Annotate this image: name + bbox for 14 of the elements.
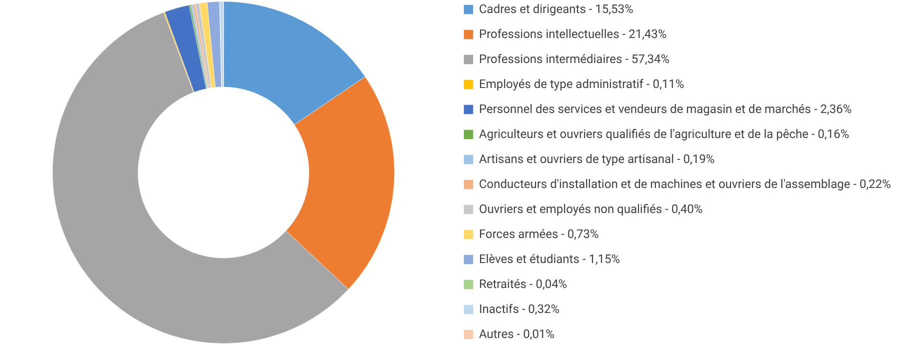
legend-label: Retraités - 0,04% — [479, 277, 568, 291]
legend-label: Professions intellectuelles - 21,43% — [479, 27, 667, 41]
legend-label: Forces armées - 0,73% — [479, 227, 599, 241]
legend-label: Artisans et ouvriers de type artisanal - 0,19% — [479, 152, 715, 166]
legend-label: Ouvriers et employés non qualifiés - 0,40% — [479, 202, 703, 216]
legend-label: Professions intermédiaires - 57,34% — [479, 52, 670, 66]
legend-label: Conducteurs d'installation et de machines et ouvriers de l'assemblage - 0,22% — [479, 177, 891, 191]
legend-label: Inactifs - 0,32% — [479, 302, 560, 316]
legend-label: Employés de type administratif - 0,11% — [479, 77, 684, 91]
legend-label: Elèves et étudiants - 1,15% — [479, 252, 620, 266]
legend-label: Autres - 0,01% — [479, 327, 554, 341]
legend-label: Cadres et dirigeants - 15,53% — [479, 2, 634, 16]
legend-label: Personnel des services et vendeurs de magasin et de marchés - 2,36% — [479, 102, 852, 116]
legend-label: Agriculteurs et ouvriers qualifiés de l'agriculture et de la pêche - 0,16% — [479, 127, 850, 141]
